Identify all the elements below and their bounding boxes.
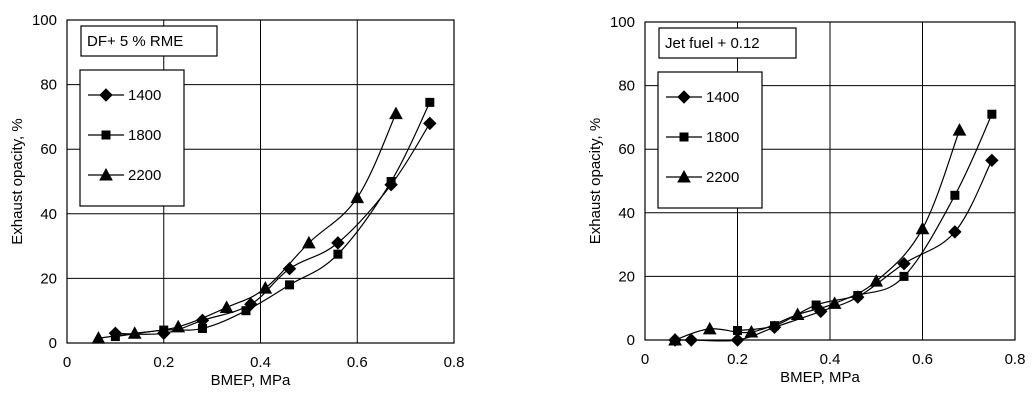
data-point [987,109,997,119]
legend-label: 1400 [128,87,161,104]
series-2200 [91,106,403,344]
y-tick-label: 60 [40,141,57,158]
legend-marker [677,90,691,104]
data-point [219,300,234,313]
data-point [241,306,251,316]
data-point [350,190,365,204]
x-axis-label: BMEP, MPa [780,369,860,386]
data-point [811,300,821,310]
series-1800 [733,109,997,335]
plot-frame [644,21,1016,341]
data-point [897,256,911,271]
data-point [258,281,273,294]
data-point [869,274,884,287]
data-point [730,333,745,347]
x-tick-label: 0.6 [347,354,368,371]
x-tick-label: 0 [641,351,649,368]
data-point [827,296,842,309]
y-axis-label: Exhaust opacity, % [587,118,604,244]
data-point [333,249,343,259]
y-tick-label: 40 [40,206,57,223]
x-tick-label: 0.4 [820,351,841,368]
y-tick-label: 40 [618,205,635,222]
data-point [425,97,435,107]
x-tick-label: 0.6 [912,351,933,368]
data-point [423,116,437,131]
legend-item-1800: 1800 [666,129,739,146]
data-point [171,319,186,333]
data-point [915,221,930,235]
data-point [389,106,403,120]
legend-label: 2200 [706,169,739,186]
legend-label: 1400 [706,89,739,106]
y-tick-label: 20 [40,270,57,287]
legend-box [657,71,763,209]
data-point [948,225,962,239]
chart-title: DF+ 5 % RME [87,33,183,50]
chart-right: 0 0.2 0.4 0.6 0.8 0 20 40 60 80 100 BMEP, MPa Exhaus… [587,14,1025,386]
legend-item-2200: 2200 [88,167,161,184]
data-point [91,331,106,344]
y-tick-label: 60 [618,141,635,158]
data-point [744,325,759,338]
data-point [331,236,345,250]
x-tick-label: 0.8 [444,354,465,371]
x-tick-label: 0.2 [153,354,174,371]
y-tick-label: 0 [49,335,57,352]
x-tick-label: 0.4 [250,354,271,371]
data-point [950,190,960,200]
data-point [386,177,396,186]
legend-label: 1800 [706,129,739,146]
plot-frame [66,19,455,344]
y-tick-label: 20 [618,268,635,285]
data-point [702,321,717,335]
y-tick-label: 80 [40,77,57,94]
legend-marker [677,169,691,183]
x-tick-label: 0.2 [727,351,748,368]
series-2200 [668,123,967,346]
title-box [658,27,797,59]
legend-marker [101,130,111,140]
legend-item-1400: 1400 [88,87,161,104]
data-point [790,307,805,321]
y-tick-label: 80 [618,78,635,95]
chart-title: Jet fuel + 0.12 [665,35,760,52]
legend-box [79,69,185,207]
x-axis-label: BMEP, MPa [211,372,291,389]
data-point [197,323,207,333]
data-point [985,153,999,168]
data-point [282,262,297,276]
legend-item-1400: 1400 [666,89,739,106]
data-point [952,123,967,136]
title-box [80,25,218,57]
data-point [899,271,909,281]
data-point [302,235,316,249]
legend-marker [99,167,113,181]
x-tick-label: 0.8 [1005,351,1026,368]
legend-marker [679,132,689,142]
data-point [285,280,295,290]
y-tick-label: 100 [32,12,57,29]
legend-item-2200: 2200 [666,169,739,186]
legend-marker [99,88,113,102]
legend-item-1800: 1800 [88,127,161,144]
data-point [733,325,742,335]
y-axis-label: Exhaust opacity, % [9,118,26,244]
x-tick-label: 0 [63,354,71,371]
y-tick-label: 0 [627,332,635,349]
chart-left: 0 0.2 0.4 0.6 0.8 0 20 40 60 80 100 BMEP, MPa Exhaus… [9,12,464,389]
data-point [668,332,682,346]
data-point [684,333,698,347]
legend-label: 1800 [128,127,161,144]
data-point [127,326,142,339]
legend-label: 2200 [128,167,161,184]
y-tick-label: 100 [610,14,635,31]
